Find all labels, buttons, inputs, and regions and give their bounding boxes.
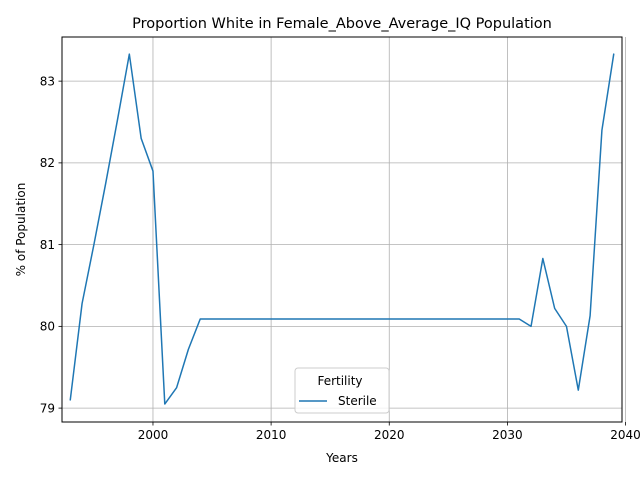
- x-tick-label-2020: 2020: [374, 428, 405, 442]
- series-layer: [69, 53, 615, 405]
- legend-title: Fertility: [317, 374, 362, 388]
- y-tick-label-79: 79: [40, 401, 55, 415]
- x-tick-label-2040: 2040: [610, 428, 640, 442]
- y-axis-label: % of Population: [14, 183, 28, 277]
- legend: Fertility Sterile: [294, 367, 390, 414]
- chart-title: Proportion White in Female_Above_Average…: [132, 16, 552, 32]
- plot-area-frame: [61, 36, 623, 423]
- y-tick-label-81: 81: [40, 238, 55, 252]
- x-tick-label-2010: 2010: [256, 428, 287, 442]
- series-line-sterile: [69, 53, 615, 405]
- y-tick-label-80: 80: [40, 320, 55, 334]
- x-tick-label-2030: 2030: [492, 428, 523, 442]
- legend-label-sterile: Sterile: [338, 394, 377, 408]
- x-axis-label: Years: [325, 451, 358, 465]
- y-tick-label-82: 82: [40, 156, 55, 170]
- axis-ticks: 2000 2010 2020 2030 2040 79 80 81 82 83: [40, 74, 640, 442]
- x-tick-label-2000: 2000: [138, 428, 169, 442]
- y-tick-label-83: 83: [40, 74, 55, 88]
